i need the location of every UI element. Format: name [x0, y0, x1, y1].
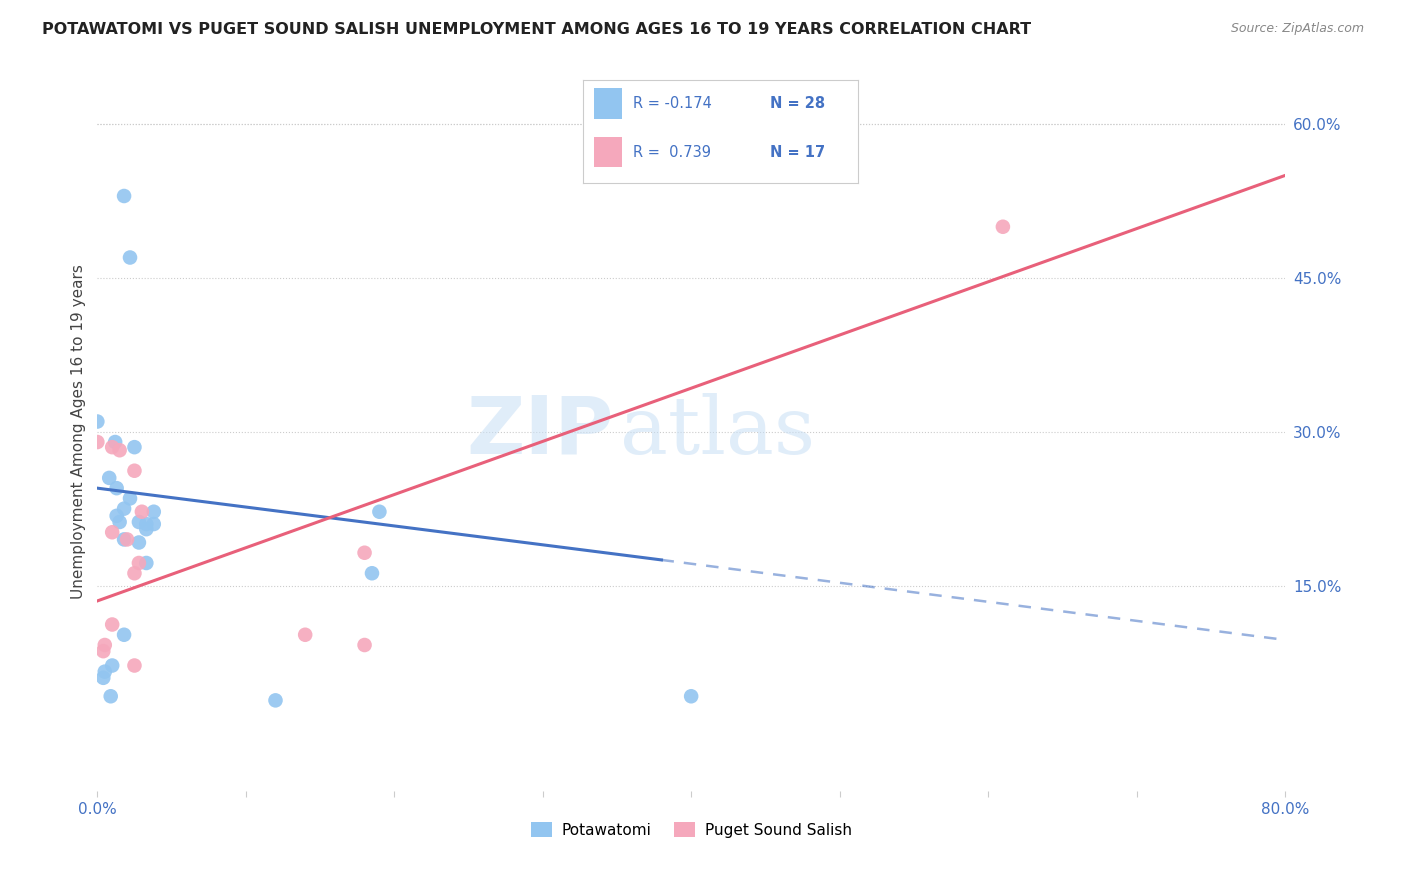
Point — [101, 440, 124, 454]
Point — [86, 435, 108, 450]
Point — [128, 556, 150, 570]
Point — [991, 219, 1014, 234]
Point — [135, 522, 157, 536]
Legend: Potawatomi, Puget Sound Salish: Potawatomi, Puget Sound Salish — [524, 815, 858, 844]
Point — [142, 516, 165, 531]
Point — [105, 481, 128, 495]
Point — [124, 658, 146, 673]
Point — [91, 671, 114, 685]
Text: Source: ZipAtlas.com: Source: ZipAtlas.com — [1230, 22, 1364, 36]
Point — [142, 505, 165, 519]
Text: N = 28: N = 28 — [770, 95, 825, 111]
Point — [681, 690, 703, 704]
Point — [368, 505, 391, 519]
Text: ZIP: ZIP — [467, 392, 614, 471]
Point — [124, 464, 146, 478]
Point — [108, 443, 131, 458]
Point — [294, 628, 316, 642]
Text: N = 17: N = 17 — [770, 145, 825, 160]
Point — [86, 415, 108, 429]
Point — [118, 491, 141, 506]
FancyBboxPatch shape — [595, 88, 621, 120]
Point — [353, 546, 375, 560]
Point — [118, 251, 141, 265]
Point — [124, 440, 146, 454]
Point — [105, 508, 128, 523]
Point — [94, 665, 117, 679]
Point — [128, 535, 150, 549]
Point — [361, 566, 384, 581]
FancyBboxPatch shape — [595, 136, 621, 168]
Point — [100, 690, 122, 704]
Point — [101, 658, 124, 673]
Point — [135, 556, 157, 570]
Point — [112, 501, 135, 516]
Text: atlas: atlas — [620, 392, 815, 471]
Point — [264, 693, 287, 707]
Point — [101, 525, 124, 540]
Point — [112, 628, 135, 642]
Text: R =  0.739: R = 0.739 — [633, 145, 711, 160]
Point — [135, 516, 157, 531]
Text: POTAWATOMI VS PUGET SOUND SALISH UNEMPLOYMENT AMONG AGES 16 TO 19 YEARS CORRELAT: POTAWATOMI VS PUGET SOUND SALISH UNEMPLO… — [42, 22, 1032, 37]
Point — [128, 515, 150, 529]
Point — [115, 533, 138, 547]
Point — [104, 435, 127, 450]
Point — [91, 644, 114, 658]
Point — [131, 505, 153, 519]
Point — [94, 638, 117, 652]
Point — [98, 471, 121, 485]
Point — [112, 533, 135, 547]
Point — [124, 566, 146, 581]
Y-axis label: Unemployment Among Ages 16 to 19 years: Unemployment Among Ages 16 to 19 years — [72, 264, 86, 599]
Point — [353, 638, 375, 652]
Text: R = -0.174: R = -0.174 — [633, 95, 711, 111]
Point — [101, 617, 124, 632]
Point — [112, 189, 135, 203]
Point — [108, 515, 131, 529]
